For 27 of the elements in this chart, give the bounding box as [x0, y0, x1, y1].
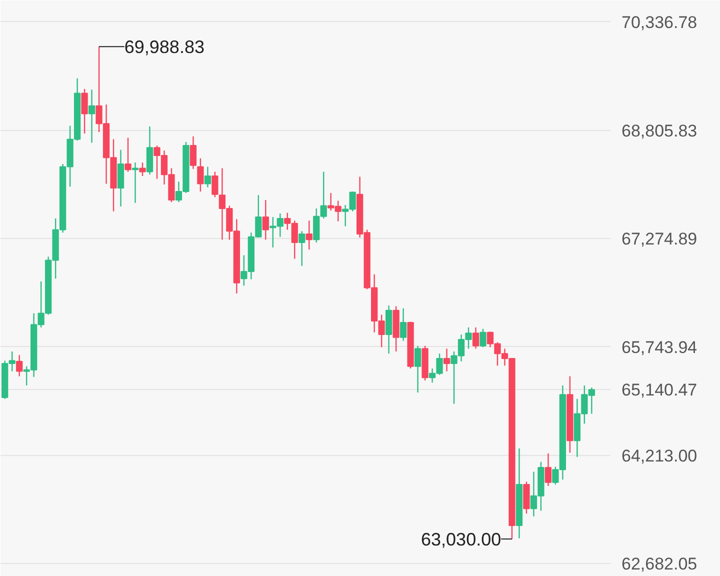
candlestick — [298, 230, 306, 266]
candlestick — [414, 345, 422, 394]
candlestick — [190, 136, 197, 170]
candlestick — [81, 88, 88, 134]
annotation: 69,988.83 — [124, 37, 204, 58]
candlestick — [139, 162, 146, 177]
y-tick-label: 67,274.89 — [622, 230, 698, 249]
y-tick-label: 70,336.78 — [622, 12, 698, 32]
y-tick-label: 62,682.05 — [622, 554, 698, 574]
y-tick-label: 68,805.83 — [622, 121, 698, 140]
candlestick — [88, 89, 96, 144]
candlestick — [480, 328, 486, 348]
candlestick — [472, 326, 480, 350]
candlestick — [400, 308, 407, 342]
candlestick — [262, 199, 269, 240]
candlestick — [132, 162, 139, 204]
candlestick — [197, 158, 204, 192]
y-tick-label: 65,743.94 — [622, 338, 698, 357]
y-tick-label: 65,140.47 — [622, 380, 698, 400]
candlestick — [306, 220, 312, 250]
candlestick — [443, 348, 450, 372]
annotation: 63,030.00 — [421, 529, 502, 550]
candlestick — [204, 166, 212, 188]
candlestick — [16, 354, 23, 377]
y-tick-label: 64,213.00 — [622, 446, 698, 466]
candlestick — [544, 452, 552, 487]
candlestick — [124, 137, 132, 172]
